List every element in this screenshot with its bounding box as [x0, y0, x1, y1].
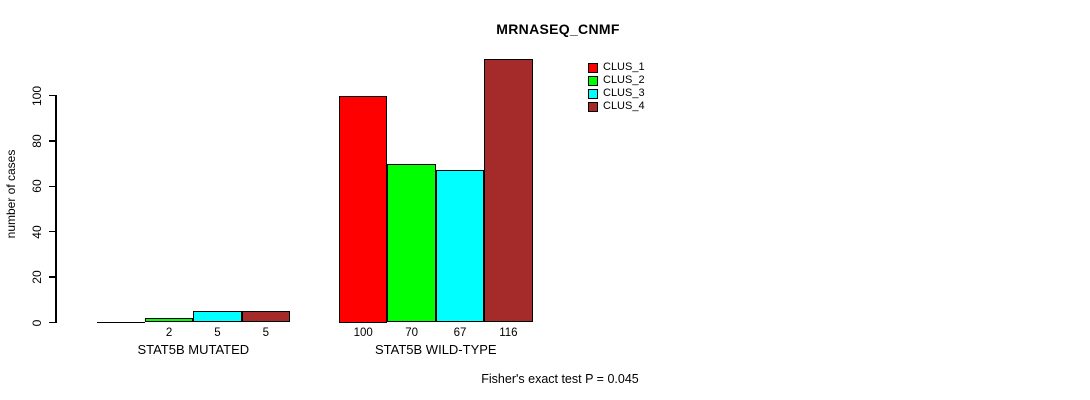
legend-swatch [588, 88, 598, 99]
bar-clus_4-group2 [484, 59, 533, 323]
y-axis-label: number of cases [4, 149, 18, 239]
bar-value-label: 5 [214, 327, 221, 339]
y-axis-tick [48, 94, 56, 97]
y-tick-label: 80 [30, 134, 44, 148]
legend-item: CLUS_4 [588, 100, 645, 113]
legend-label: CLUS_2 [603, 74, 645, 86]
bar-clus_3-group2 [435, 170, 485, 323]
bar-clus_2-group2 [387, 163, 436, 323]
bar-value-label: 70 [405, 327, 418, 339]
legend-item: CLUS_2 [588, 74, 645, 87]
bar-clus_4-group1 [241, 311, 291, 323]
y-tick-label: 100 [30, 85, 44, 106]
bar-clus_1-group1 [96, 321, 145, 323]
legend-label: CLUS_3 [603, 87, 645, 99]
x-category-label: STAT5B WILD-TYPE [375, 342, 497, 357]
bar-value-label: 5 [262, 327, 270, 339]
x-category-label: STAT5B MUTATED [137, 342, 250, 357]
y-axis-tick [48, 140, 56, 142]
y-tick-label: 60 [30, 179, 44, 193]
legend-label: CLUS_4 [603, 100, 645, 112]
y-tick-label: 0 [30, 319, 44, 326]
legend-item: CLUS_1 [588, 61, 645, 74]
bar-value-label: 2 [165, 327, 173, 339]
y-axis-tick [48, 276, 56, 278]
y-axis-tick [48, 321, 56, 324]
legend-label: CLUS_1 [603, 61, 645, 73]
y-axis-tick [48, 185, 56, 188]
y-axis-tick [48, 230, 56, 233]
bar-clus_2-group1 [144, 317, 194, 323]
y-tick-label: 20 [30, 270, 44, 284]
y-axis-line [55, 95, 57, 323]
bar-value-label: 100 [353, 327, 373, 339]
chart-title: MRNASEQ_CNMF [496, 21, 620, 37]
footnote: Fisher's exact test P = 0.045 [481, 372, 639, 386]
legend: CLUS_1 CLUS_2 CLUS_3 CLUS_4 [588, 61, 645, 113]
bar-clus_1-group2 [339, 95, 388, 323]
bar-value-label: 116 [499, 327, 518, 339]
legend-swatch [588, 101, 598, 112]
bar-value-label: 67 [453, 327, 467, 339]
legend-item: CLUS_3 [588, 87, 645, 100]
y-tick-label: 40 [30, 225, 44, 239]
bar-clus_3-group1 [193, 311, 242, 323]
legend-swatch [588, 75, 598, 86]
legend-swatch [588, 62, 598, 73]
